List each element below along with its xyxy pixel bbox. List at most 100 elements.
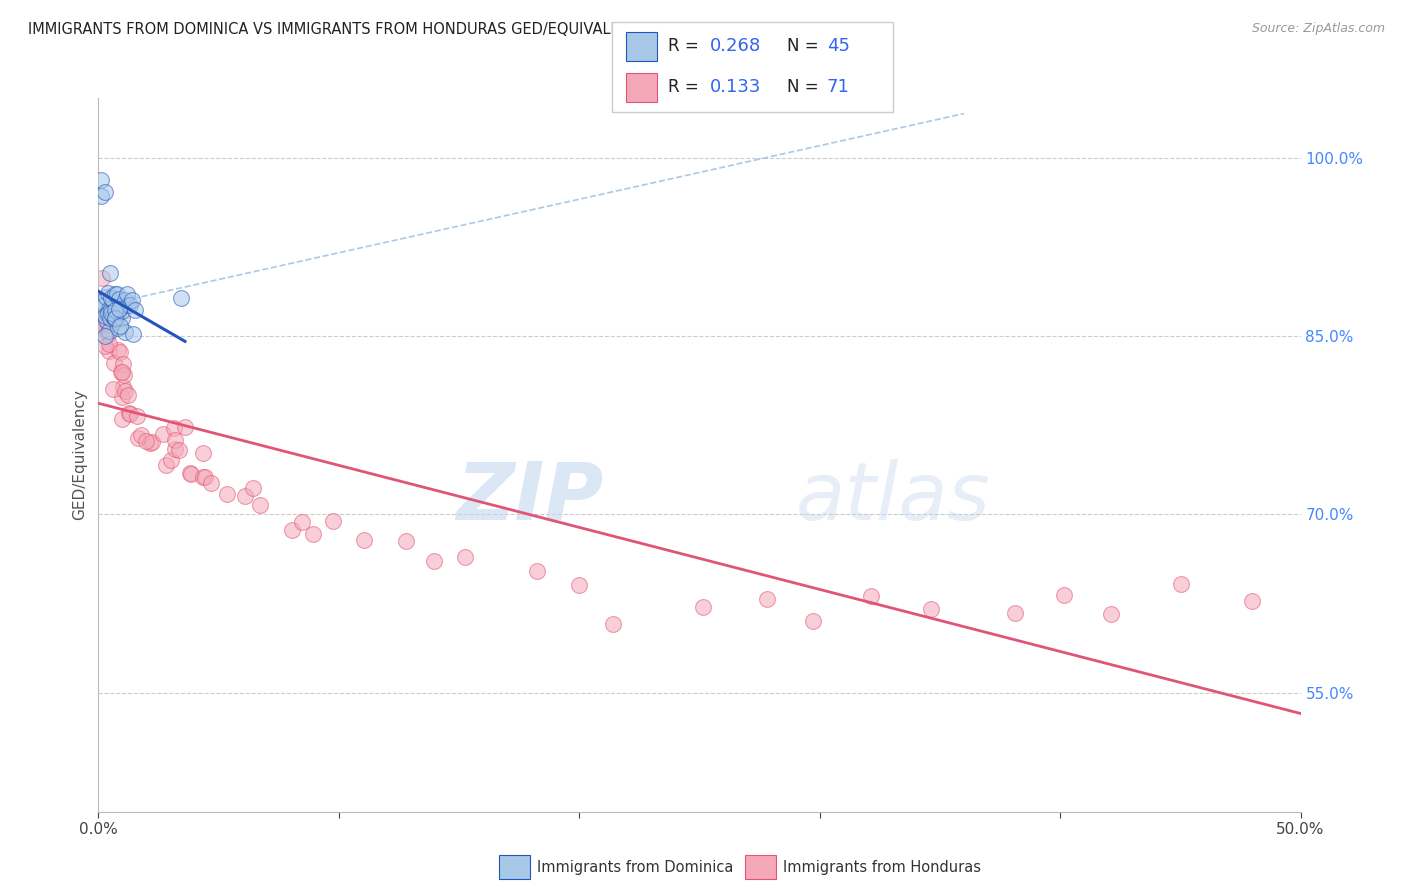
Point — [97, 324, 120, 338]
Point — [215, 486, 238, 500]
Point — [103, 356, 125, 370]
Point — [121, 293, 143, 307]
Point — [108, 302, 131, 317]
Point — [170, 291, 193, 305]
Point — [112, 368, 135, 382]
Point — [163, 420, 186, 434]
Point — [105, 287, 128, 301]
Point — [90, 317, 112, 331]
Point — [112, 357, 135, 371]
Text: 71: 71 — [827, 78, 849, 96]
Point — [104, 302, 127, 317]
Point — [101, 293, 124, 308]
Point — [107, 321, 129, 335]
Point — [756, 592, 779, 607]
Point — [100, 266, 122, 280]
Point — [115, 287, 138, 301]
Point — [152, 426, 174, 441]
Point — [94, 309, 117, 323]
Point — [165, 442, 187, 456]
Point — [98, 310, 121, 325]
Text: Source: ZipAtlas.com: Source: ZipAtlas.com — [1251, 22, 1385, 36]
Point — [96, 307, 118, 321]
Point — [108, 292, 131, 306]
Point — [98, 306, 121, 320]
Text: IMMIGRANTS FROM DOMINICA VS IMMIGRANTS FROM HONDURAS GED/EQUIVALENCY CORRELATION: IMMIGRANTS FROM DOMINICA VS IMMIGRANTS F… — [28, 22, 813, 37]
Point — [114, 293, 136, 308]
Point — [98, 343, 121, 358]
Point — [920, 602, 942, 616]
Point — [135, 434, 157, 449]
Point — [90, 271, 112, 285]
Point — [103, 310, 125, 324]
Point — [453, 549, 475, 564]
Point — [423, 554, 446, 568]
Point — [111, 303, 134, 318]
Point — [90, 189, 112, 203]
Point — [302, 526, 325, 541]
Point — [94, 328, 117, 343]
Point — [97, 328, 120, 343]
Text: ZIP: ZIP — [456, 458, 603, 537]
Point — [104, 287, 127, 301]
Point — [1240, 594, 1263, 608]
Point — [395, 533, 418, 548]
Point — [174, 419, 197, 434]
Point — [97, 306, 120, 320]
Point — [692, 600, 714, 615]
Point — [200, 476, 222, 491]
Point — [101, 382, 124, 396]
Text: atlas: atlas — [796, 458, 990, 537]
Text: Immigrants from Dominica: Immigrants from Dominica — [537, 860, 734, 874]
Point — [103, 312, 125, 326]
Point — [114, 384, 136, 398]
Point — [165, 433, 187, 447]
Point — [90, 293, 112, 308]
Point — [97, 317, 120, 331]
Text: 0.268: 0.268 — [710, 37, 761, 55]
Point — [118, 406, 141, 420]
Point — [1004, 606, 1026, 620]
Y-axis label: GED/Equivalency: GED/Equivalency — [72, 390, 87, 520]
Point — [93, 323, 115, 337]
Point — [110, 365, 132, 379]
Point — [94, 185, 117, 199]
Point — [104, 310, 127, 325]
Point — [105, 308, 128, 322]
Point — [91, 318, 114, 332]
Point — [118, 298, 141, 312]
Point — [118, 407, 141, 421]
Point — [117, 298, 139, 312]
Point — [107, 343, 129, 358]
Point — [93, 298, 115, 312]
Point — [322, 514, 344, 528]
Point — [127, 431, 149, 445]
Point — [159, 453, 181, 467]
Point — [100, 291, 122, 305]
Point — [111, 380, 134, 394]
Point — [100, 306, 122, 320]
Text: R =: R = — [668, 37, 704, 55]
Point — [117, 388, 139, 402]
Point — [90, 173, 112, 187]
Point — [111, 390, 134, 404]
Point — [100, 301, 122, 316]
Point — [191, 446, 214, 460]
Text: 0.133: 0.133 — [710, 78, 762, 96]
Point — [114, 325, 136, 339]
Point — [242, 481, 264, 495]
Point — [291, 515, 314, 529]
Point — [110, 299, 132, 313]
Point — [167, 442, 190, 457]
Point — [281, 523, 304, 537]
Point — [97, 286, 120, 301]
Point — [801, 614, 824, 628]
Point — [111, 412, 134, 426]
Point — [526, 564, 548, 578]
Point — [107, 302, 129, 317]
Point — [353, 533, 375, 547]
Point — [101, 316, 124, 330]
Point — [233, 489, 256, 503]
Text: Immigrants from Honduras: Immigrants from Honduras — [783, 860, 981, 874]
Point — [111, 365, 134, 379]
